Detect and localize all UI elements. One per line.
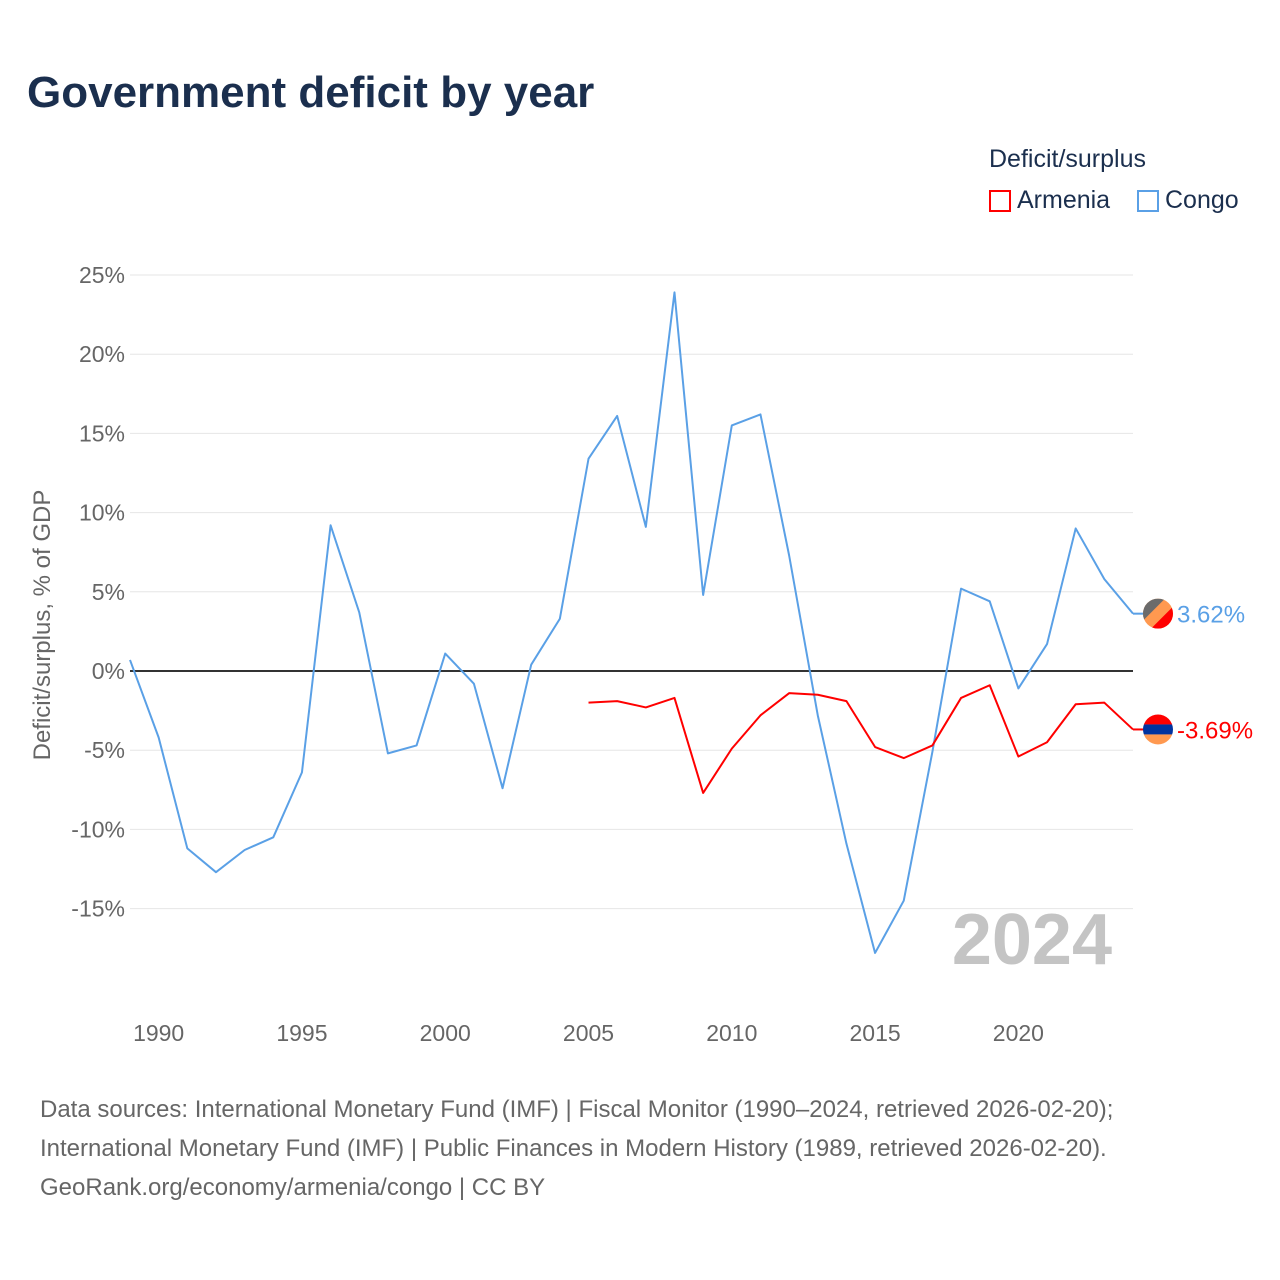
legend-swatch-armenia: [989, 189, 1011, 212]
x-tick-label: 2005: [563, 1020, 614, 1046]
year-annotation: 2024: [952, 900, 1112, 980]
flag-stripe: [1143, 714, 1173, 725]
legend-label-armenia: Armenia: [1017, 186, 1111, 214]
y-tick-label: -15%: [71, 896, 125, 922]
end-value-label-armenia: -3.69%: [1177, 717, 1253, 744]
flag-stripe: [1143, 734, 1173, 745]
legend-item-congo[interactable]: Congo: [1137, 186, 1239, 215]
y-axis-label: Deficit/surplus, % of GDP: [29, 490, 56, 761]
x-tick-label: 2000: [420, 1020, 471, 1046]
y-tick-label: 10%: [79, 500, 125, 526]
legend-title: Deficit/surplus: [989, 145, 1146, 173]
flag-armenia-icon: [1143, 714, 1173, 745]
series-line-congo[interactable]: [129, 291, 1134, 954]
y-tick-label: 25%: [79, 262, 125, 288]
flag-congo-icon: [1143, 598, 1173, 629]
flag-stripe: [1143, 724, 1173, 735]
x-tick-label: 1990: [133, 1020, 184, 1046]
y-tick-label: -5%: [84, 737, 125, 763]
footer-line-2: International Monetary Fund (IMF) | Publ…: [40, 1135, 1107, 1162]
y-tick-label: -10%: [71, 816, 125, 842]
y-tick-label: 15%: [79, 420, 125, 446]
chart-title: Government deficit by year: [27, 68, 595, 117]
y-tick-label: 0%: [92, 658, 125, 684]
end-value-label-congo: 3.62%: [1177, 602, 1245, 629]
x-tick-label: 1995: [276, 1020, 327, 1046]
footer-line-1: Data sources: International Monetary Fun…: [40, 1096, 1114, 1123]
footer-sources: Data sources: International Monetary Fun…: [40, 1090, 1113, 1207]
legend-item-armenia[interactable]: Armenia: [989, 186, 1110, 215]
x-tick-label: 2010: [706, 1020, 757, 1046]
legend-swatch-congo: [1137, 189, 1159, 212]
flag-stripe: [1143, 598, 1165, 621]
x-tick-label: 2015: [849, 1020, 900, 1046]
y-tick-label: 5%: [92, 579, 125, 605]
series-line-armenia[interactable]: [588, 684, 1134, 794]
footer-line-3[interactable]: GeoRank.org/economy/armenia/congo | CC B…: [40, 1174, 546, 1201]
legend-label-congo: Congo: [1165, 186, 1239, 214]
flag-stripe: [1151, 606, 1173, 629]
x-tick-label: 2020: [993, 1020, 1044, 1046]
y-tick-label: 20%: [79, 341, 125, 367]
